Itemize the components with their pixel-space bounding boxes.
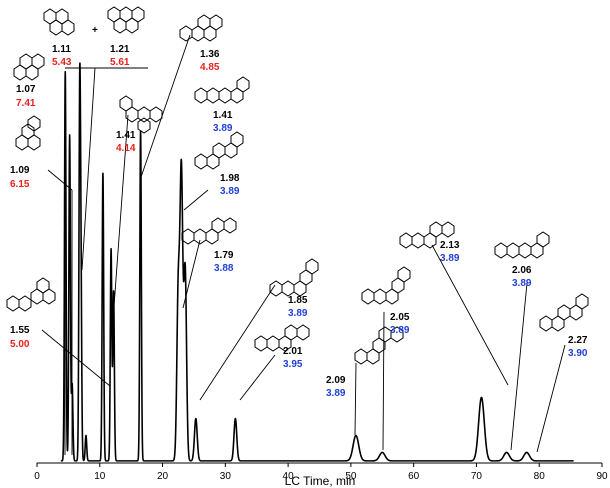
leader-line (41, 329, 111, 387)
leader-line (239, 354, 276, 401)
x-tick-label: 90 (596, 471, 608, 482)
ratio-label: 1.41 (213, 110, 233, 121)
ratio-label: 1.09 (10, 165, 30, 176)
x-tick-label: 30 (220, 471, 232, 482)
ratio-label: 1.79 (214, 250, 234, 261)
molecule-structure-11 (269, 258, 319, 297)
molecule-structure-13 (354, 326, 404, 365)
molecule-structure-4 (43, 8, 75, 36)
molecule-structure-7 (119, 95, 163, 134)
molecule-structures (6, 6, 589, 365)
value-label: 3.88 (214, 263, 234, 274)
molecule-structure-2 (15, 115, 41, 151)
value-label: 3.89 (512, 278, 532, 289)
x-tick-label: 70 (471, 471, 483, 482)
ratio-label: 1.11 (52, 44, 71, 55)
leader-line (183, 189, 209, 211)
molecule-structure-16 (494, 231, 550, 259)
ratio-label: 2.01 (283, 346, 303, 357)
value-label: 5.61 (110, 57, 130, 68)
ratio-label: 1.21 (110, 44, 130, 55)
chromatogram-trace (60, 62, 575, 462)
molecule-structure-5 (107, 6, 145, 34)
value-label: 3.89 (220, 186, 240, 197)
value-label: 3.89 (326, 388, 346, 399)
leader-line (199, 284, 276, 401)
value-label: 5.00 (10, 339, 30, 350)
x-tick-label: 10 (94, 471, 106, 482)
value-label: 3.90 (568, 348, 588, 359)
ratio-label: 2.05 (390, 312, 410, 323)
value-label: 3.89 (390, 325, 410, 336)
x-tick-label: 20 (157, 471, 169, 482)
plus-sign: + (92, 25, 98, 36)
ratio-label: 2.09 (326, 375, 346, 386)
leader-line (536, 344, 566, 453)
value-label: 3.89 (440, 253, 460, 264)
ratio-label: 2.27 (568, 335, 588, 346)
leader-lines (41, 34, 566, 455)
value-label: 3.95 (283, 359, 303, 370)
ratio-label: 1.98 (220, 173, 240, 184)
x-tick-label: 40 (283, 471, 295, 482)
ratio-label: 1.55 (10, 325, 30, 336)
ratio-label: 1.07 (16, 84, 36, 95)
x-tick-label: 60 (408, 471, 420, 482)
value-label: 3.89 (288, 308, 308, 319)
molecule-structure-1 (13, 53, 45, 81)
x-axis-tick-labels: 0 10 20 30 40 50 60 70 80 90 (34, 471, 608, 482)
value-label: 4.14 (116, 143, 136, 154)
leader-line (139, 34, 191, 181)
value-label: 3.89 (213, 123, 233, 134)
value-label: 5.43 (52, 57, 72, 68)
ratio-label: 2.06 (512, 265, 532, 276)
value-label: 7.41 (16, 98, 36, 109)
ratio-label: 1.36 (200, 49, 220, 60)
molecule-structure-3 (6, 277, 56, 312)
leader-line (354, 362, 357, 436)
leader-line (182, 239, 201, 309)
leader-line (81, 67, 96, 271)
molecule-structure-12 (254, 324, 310, 352)
molecule-structure-17 (539, 293, 589, 332)
value-label: 4.85 (200, 62, 220, 73)
x-tick-label: 80 (534, 471, 546, 482)
molecule-structure-9 (194, 131, 244, 170)
leader-line (112, 114, 129, 321)
ratio-label: 1.41 (116, 130, 136, 141)
x-axis-ticks (36, 463, 603, 467)
value-label: 6.15 (10, 179, 30, 190)
peak-annotations: 1.07 7.41 1.09 6.15 1.55 5.00 1.11 5.43 … (10, 25, 588, 399)
x-tick-label: 0 (34, 471, 40, 482)
leader-line (431, 244, 509, 386)
molecule-structure-8 (194, 76, 250, 104)
leader-line (510, 282, 528, 451)
molecule-structure-14 (361, 266, 411, 305)
ratio-label: 1.85 (288, 295, 308, 306)
molecule-structure-15 (399, 221, 455, 249)
leader-line (47, 169, 73, 191)
x-axis-label: LC Time, min (285, 474, 356, 488)
leader-line (382, 311, 385, 451)
x-tick-label: 50 (345, 471, 357, 482)
molecule-structure-6 (179, 14, 223, 42)
molecule-structure-10 (181, 217, 237, 245)
ratio-label: 2.13 (440, 240, 460, 251)
